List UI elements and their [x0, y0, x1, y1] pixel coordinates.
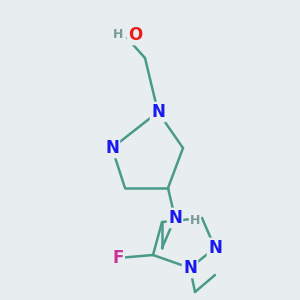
- Text: N: N: [151, 103, 165, 121]
- Text: N: N: [183, 259, 197, 277]
- Text: N: N: [168, 209, 182, 227]
- Text: N: N: [105, 139, 119, 157]
- Text: H: H: [190, 214, 200, 226]
- Text: F: F: [112, 249, 124, 267]
- Text: N: N: [208, 239, 222, 257]
- Text: O: O: [128, 26, 142, 44]
- Text: H: H: [113, 28, 123, 41]
